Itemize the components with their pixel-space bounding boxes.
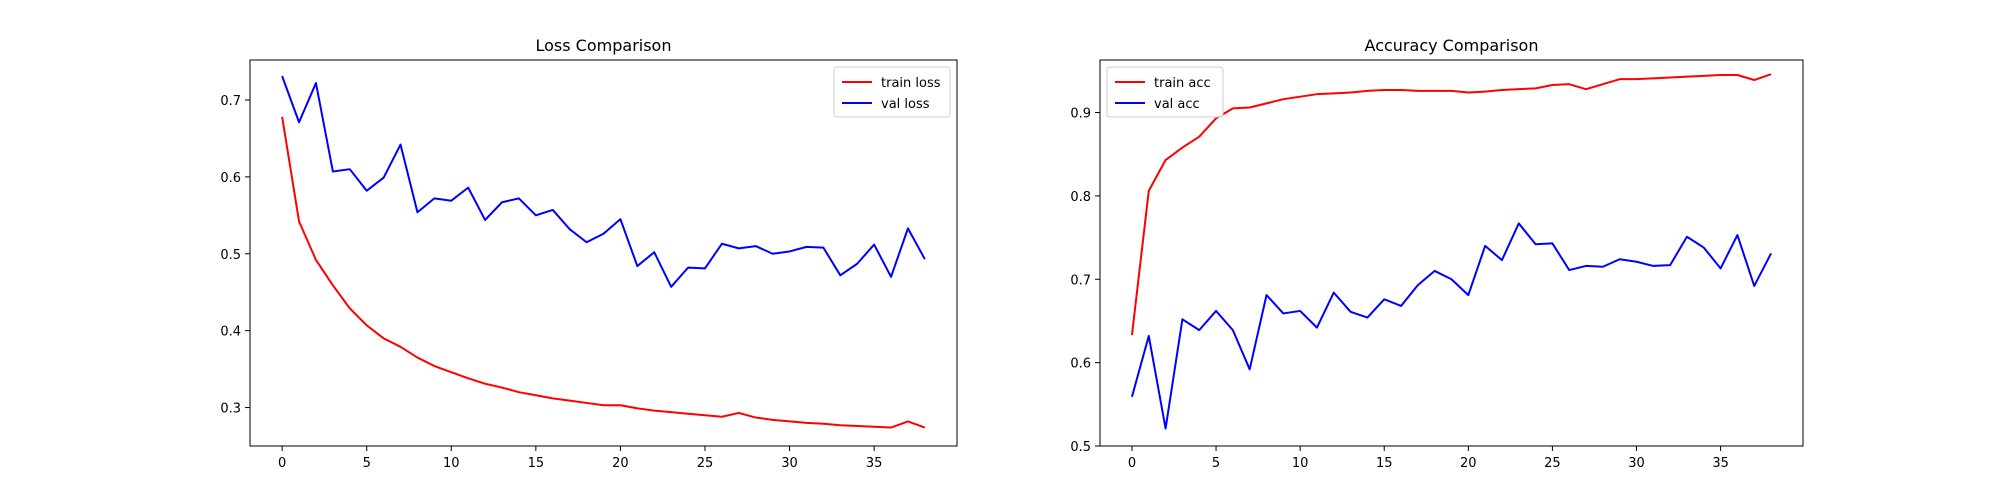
chart-title: Loss Comparison — [536, 36, 672, 55]
legend: train acc val acc — [1106, 66, 1224, 118]
y-tick-label: 0.5 — [220, 248, 241, 263]
x-tick-label: 15 — [528, 456, 545, 471]
axes-frame — [1099, 59, 1804, 447]
x-tick-label: 0 — [1128, 456, 1136, 471]
accuracy-comparison-panel: Accuracy Comparison 0 5 10 15 20 25 30 35 0.5 0.6 0… — [1070, 36, 1804, 471]
x-tick-label: 35 — [866, 456, 883, 471]
y-tick-label: 0.7 — [1070, 273, 1091, 288]
x-tick-label: 0 — [278, 456, 286, 471]
legend-label: train acc — [1154, 76, 1211, 91]
y-tick-label: 0.3 — [220, 402, 241, 417]
x-tick-label: 25 — [1544, 456, 1561, 471]
x-tick-label: 35 — [1712, 456, 1729, 471]
legend-label: val loss — [881, 97, 930, 112]
loss-comparison-panel: Loss Comparison 0 5 10 15 20 25 30 35 0.3 0.4 0.5 0.… — [220, 36, 958, 471]
legend-box — [1106, 66, 1224, 118]
chart-title: Accuracy Comparison — [1365, 36, 1539, 55]
train-loss-line — [281, 116, 926, 429]
train-acc-line — [1130, 73, 1772, 336]
x-tick-label: 5 — [1212, 456, 1220, 471]
x-tick-label: 30 — [781, 456, 798, 471]
y-tick-label: 0.6 — [220, 171, 241, 186]
x-tick-label: 10 — [443, 456, 460, 471]
legend-box — [833, 66, 951, 118]
x-tick-label: 10 — [1292, 456, 1309, 471]
legend-label: train loss — [881, 76, 941, 91]
legend: train loss val loss — [833, 66, 951, 118]
y-tick-label: 0.6 — [1070, 357, 1091, 372]
x-tick-label: 15 — [1376, 456, 1393, 471]
y-tick-label: 0.4 — [220, 325, 241, 340]
y-tick-label: 0.9 — [1070, 107, 1091, 122]
y-tick-label: 0.8 — [1070, 190, 1091, 205]
x-tick-label: 20 — [612, 456, 629, 471]
x-tick-label: 30 — [1628, 456, 1645, 471]
y-tick-label: 0.5 — [1070, 440, 1091, 455]
val-acc-line — [1130, 222, 1772, 430]
axes-frame — [249, 59, 958, 447]
legend-label: val acc — [1154, 97, 1200, 112]
x-tick-label: 25 — [697, 456, 714, 471]
x-tick-label: 5 — [363, 456, 371, 471]
x-tick-label: 20 — [1460, 456, 1477, 471]
val-loss-line — [281, 75, 926, 288]
y-tick-label: 0.7 — [220, 94, 241, 109]
